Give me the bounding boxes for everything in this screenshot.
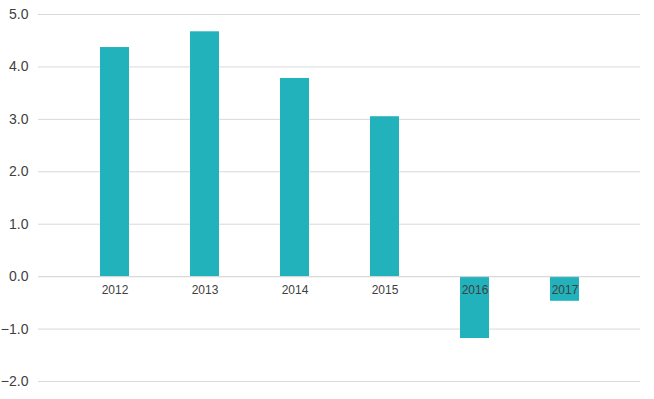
svg-text:3.0: 3.0 xyxy=(9,111,29,127)
svg-text:−2.0: −2.0 xyxy=(1,373,29,389)
svg-text:2012: 2012 xyxy=(102,283,129,297)
svg-text:2014: 2014 xyxy=(282,283,309,297)
svg-text:2017: 2017 xyxy=(552,283,579,297)
svg-text:2.0: 2.0 xyxy=(9,163,29,179)
svg-text:−1.0: −1.0 xyxy=(1,321,29,337)
svg-text:2013: 2013 xyxy=(192,283,219,297)
svg-text:5.0: 5.0 xyxy=(9,6,29,22)
svg-text:1.0: 1.0 xyxy=(9,216,29,232)
svg-text:4.0: 4.0 xyxy=(9,58,29,74)
svg-text:2016: 2016 xyxy=(462,283,489,297)
svg-text:0.0: 0.0 xyxy=(9,268,29,284)
svg-text:2015: 2015 xyxy=(372,283,399,297)
